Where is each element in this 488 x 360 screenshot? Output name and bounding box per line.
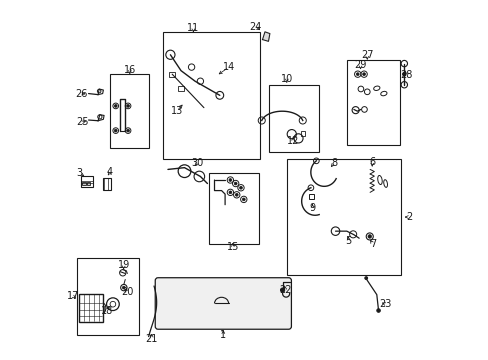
Bar bbox=[346, 60, 399, 145]
Text: 6: 6 bbox=[368, 157, 374, 167]
Bar bbox=[169, 72, 175, 77]
Circle shape bbox=[122, 286, 125, 289]
Circle shape bbox=[402, 72, 405, 76]
Text: 14: 14 bbox=[223, 62, 235, 72]
Bar bbox=[81, 176, 93, 187]
Text: 21: 21 bbox=[145, 334, 158, 344]
Text: 22: 22 bbox=[279, 285, 291, 295]
Text: 8: 8 bbox=[330, 158, 337, 168]
Text: 11: 11 bbox=[187, 23, 199, 33]
Circle shape bbox=[364, 277, 367, 279]
Bar bbox=[163, 32, 260, 159]
Circle shape bbox=[126, 129, 129, 132]
Text: 24: 24 bbox=[248, 22, 261, 32]
Text: 2: 2 bbox=[405, 212, 411, 222]
Text: 4: 4 bbox=[106, 167, 113, 177]
Text: 26: 26 bbox=[75, 89, 87, 99]
Bar bbox=[300, 131, 305, 136]
Bar bbox=[77, 258, 139, 335]
Circle shape bbox=[356, 73, 358, 76]
Circle shape bbox=[242, 198, 244, 201]
Text: 1: 1 bbox=[220, 330, 226, 340]
Text: 7: 7 bbox=[369, 239, 375, 249]
Text: 12: 12 bbox=[286, 136, 299, 146]
Circle shape bbox=[228, 179, 231, 181]
Circle shape bbox=[114, 129, 117, 132]
Text: 20: 20 bbox=[121, 287, 133, 297]
Bar bbox=[209, 173, 258, 243]
Circle shape bbox=[234, 182, 237, 185]
Bar bbox=[82, 182, 85, 185]
Circle shape bbox=[126, 104, 129, 107]
Text: 23: 23 bbox=[379, 299, 391, 309]
Circle shape bbox=[367, 235, 371, 238]
Text: 13: 13 bbox=[170, 106, 183, 116]
Text: 25: 25 bbox=[77, 117, 89, 127]
FancyBboxPatch shape bbox=[155, 278, 291, 329]
Circle shape bbox=[239, 186, 242, 189]
Bar bbox=[87, 182, 90, 185]
Circle shape bbox=[228, 191, 231, 194]
Text: 10: 10 bbox=[280, 74, 292, 84]
Circle shape bbox=[362, 73, 365, 76]
Text: 3: 3 bbox=[77, 168, 82, 178]
Text: 27: 27 bbox=[360, 50, 373, 60]
Text: 28: 28 bbox=[400, 70, 412, 80]
Text: 15: 15 bbox=[226, 242, 239, 252]
Text: 5: 5 bbox=[345, 236, 351, 246]
Bar bbox=[308, 194, 314, 199]
Text: 16: 16 bbox=[123, 65, 136, 75]
Bar bbox=[79, 294, 102, 322]
Text: 18: 18 bbox=[101, 306, 113, 315]
Bar bbox=[110, 74, 149, 148]
Text: 19: 19 bbox=[118, 260, 130, 270]
Bar bbox=[178, 86, 183, 91]
Text: 17: 17 bbox=[67, 292, 79, 301]
Bar bbox=[102, 178, 111, 190]
Circle shape bbox=[235, 193, 238, 196]
Bar bbox=[269, 85, 318, 152]
Text: 30: 30 bbox=[191, 158, 203, 168]
Text: 9: 9 bbox=[309, 203, 315, 212]
Bar bbox=[286, 159, 401, 275]
Text: 29: 29 bbox=[354, 60, 366, 70]
Circle shape bbox=[280, 288, 284, 292]
Circle shape bbox=[376, 309, 380, 312]
Circle shape bbox=[114, 104, 117, 107]
Polygon shape bbox=[262, 32, 269, 41]
